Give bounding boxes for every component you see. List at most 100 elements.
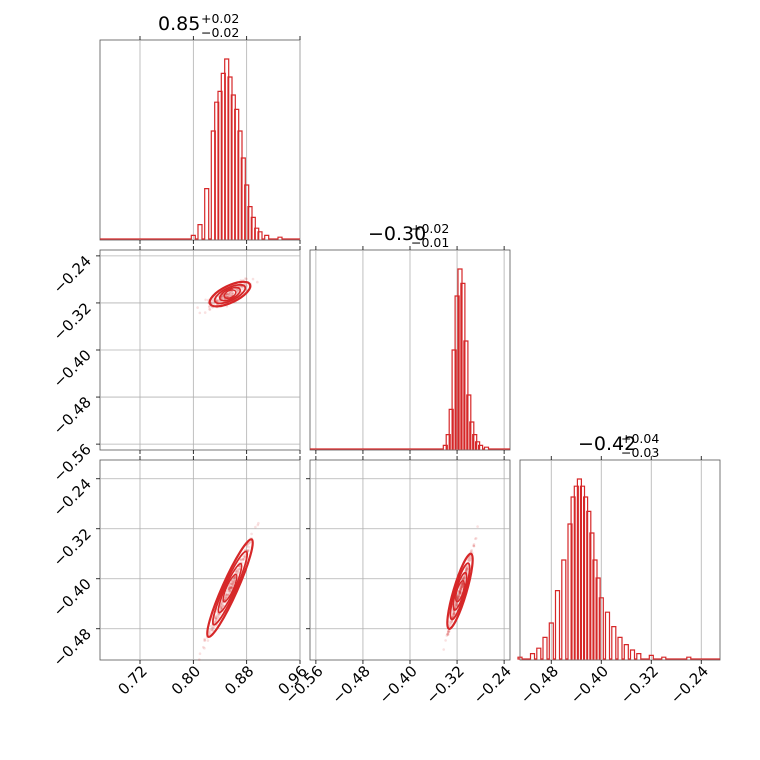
sample-point	[215, 618, 218, 621]
histogram-line	[517, 478, 720, 660]
sample-point	[227, 292, 230, 296]
sample-point	[459, 588, 463, 591]
y-tick-label: −0.24	[50, 252, 95, 297]
sample-point	[214, 617, 217, 620]
sample-point	[226, 593, 229, 597]
sample-point	[196, 306, 199, 309]
sample-point	[242, 554, 246, 557]
sample-point	[454, 601, 458, 605]
sample-point	[228, 586, 232, 589]
sample-point	[459, 585, 462, 589]
sample-point	[229, 586, 233, 590]
sample-point	[461, 582, 464, 586]
sample-point	[216, 614, 219, 617]
sample-point	[234, 571, 238, 574]
sample-point	[460, 585, 464, 588]
sample-point	[455, 602, 459, 605]
sample-point	[460, 586, 463, 590]
x-tick-label: −0.48	[329, 662, 374, 707]
sample-point	[231, 293, 234, 296]
sample-point	[237, 567, 240, 571]
sample-point	[240, 285, 244, 289]
sample-point	[228, 588, 231, 592]
sample-point	[229, 586, 233, 589]
sample-point	[453, 611, 456, 615]
sample-point	[468, 559, 471, 562]
sample-point	[457, 589, 461, 593]
sample-point	[236, 572, 239, 575]
sample-point	[254, 525, 257, 529]
sample-point	[233, 575, 237, 578]
sample-point	[250, 532, 253, 536]
sample-point	[459, 587, 463, 591]
sample-point	[241, 558, 244, 561]
sample-point	[446, 632, 449, 636]
y-tick-label: −0.32	[50, 525, 95, 570]
sample-point	[203, 637, 206, 641]
sample-point	[456, 595, 460, 599]
sample-point	[465, 567, 468, 570]
sample-point	[454, 603, 457, 606]
sample-point	[244, 554, 247, 557]
sample-point	[236, 288, 239, 292]
sample-point	[202, 645, 205, 649]
sample-point	[458, 592, 462, 595]
sample-point	[454, 606, 457, 609]
title-lower-error: −0.02	[201, 25, 239, 40]
sample-point	[457, 594, 461, 597]
sample-point	[230, 588, 233, 591]
sample-point	[463, 573, 467, 577]
sample-point	[470, 549, 474, 552]
sample-point	[231, 291, 234, 295]
x-tick-label: −0.40	[567, 662, 612, 707]
sample-point	[220, 607, 223, 611]
sample-point	[208, 308, 212, 311]
sample-point	[450, 620, 454, 623]
sample-point	[465, 566, 469, 570]
sample-point	[219, 603, 223, 607]
sample-point	[462, 576, 466, 579]
contour-level	[218, 286, 242, 302]
sample-point	[452, 610, 456, 613]
sample-point	[249, 540, 253, 543]
sample-point	[220, 606, 224, 609]
y-tick-label: −0.24	[50, 475, 95, 520]
sample-point	[459, 589, 462, 592]
contour-level	[213, 283, 247, 305]
sample-point	[227, 587, 231, 590]
sample-point	[452, 612, 456, 616]
sample-point	[245, 277, 248, 281]
sample-point	[458, 591, 461, 595]
sample-point	[203, 311, 207, 314]
contour-level	[449, 562, 471, 621]
sample-point	[458, 592, 461, 596]
sample-point	[220, 601, 224, 605]
x-tick-label: −0.32	[617, 662, 662, 707]
sample-point	[242, 555, 245, 559]
sample-point	[247, 548, 250, 552]
sample-point	[468, 555, 472, 558]
sample-point	[212, 625, 216, 629]
sample-point	[231, 581, 235, 584]
sample-point	[214, 618, 217, 621]
sample-point	[461, 577, 465, 580]
sample-point	[245, 545, 249, 549]
sample-point	[232, 578, 236, 581]
sample-point	[452, 613, 455, 617]
sample-point	[455, 603, 459, 607]
sample-point	[218, 613, 221, 617]
sample-point	[451, 614, 455, 618]
sample-point	[230, 586, 233, 589]
histogram-panel	[519, 459, 721, 661]
sample-point	[458, 591, 462, 594]
sample-point	[215, 610, 219, 614]
sample-point	[236, 570, 239, 573]
sample-point	[217, 613, 221, 616]
sample-point	[463, 575, 466, 578]
sample-point	[226, 295, 230, 299]
sample-point	[208, 308, 211, 311]
sample-point	[231, 584, 234, 587]
title-upper-error: +0.02	[411, 221, 449, 236]
x-tick-label: −0.32	[423, 662, 468, 707]
histogram-line	[100, 58, 300, 240]
